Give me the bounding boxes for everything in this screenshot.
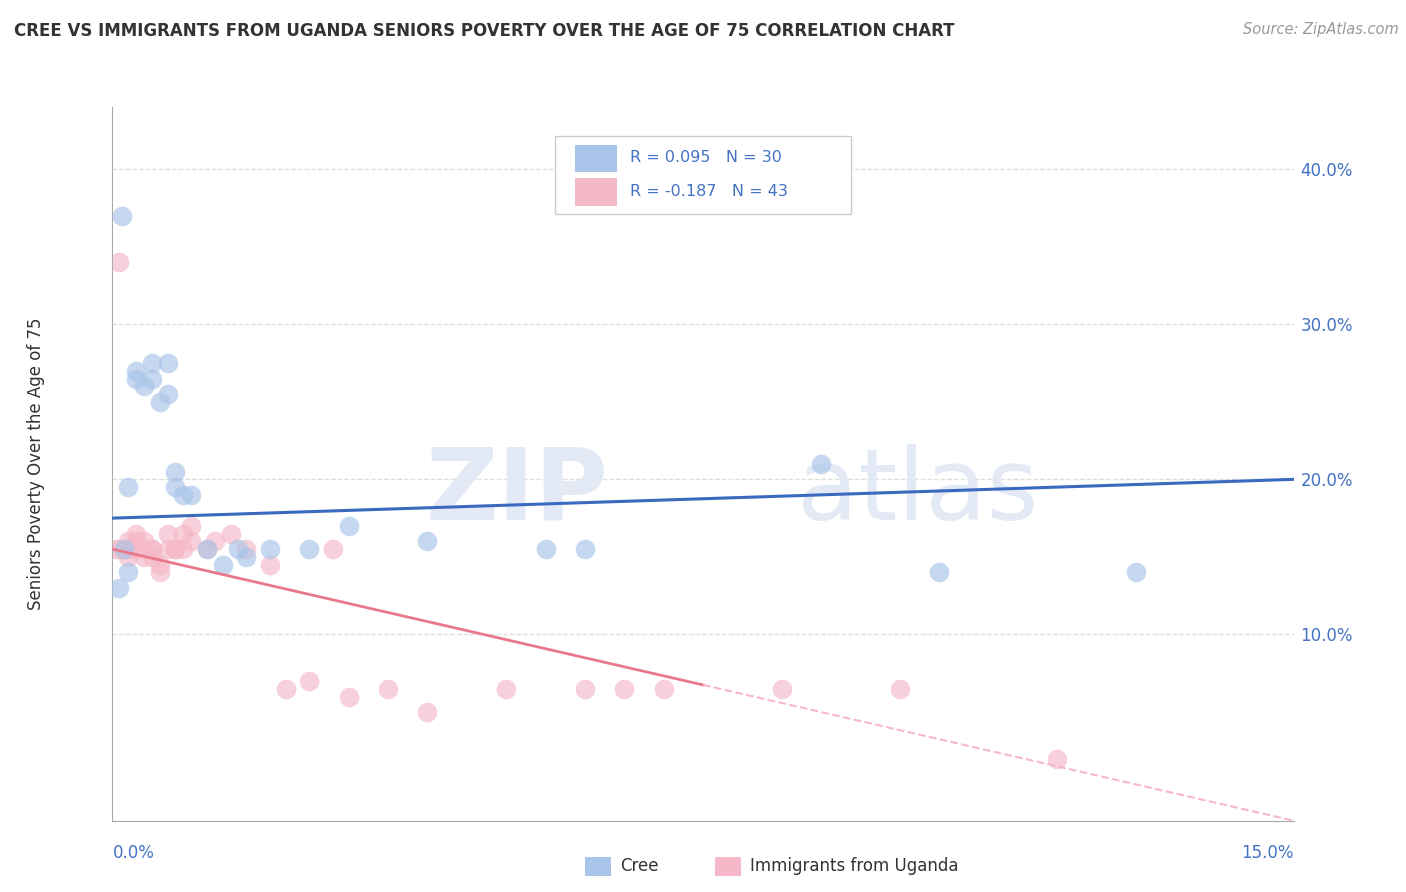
Bar [714, 857, 741, 876]
Point [107, 581, 129, 595]
Text: ZIP: ZIP [426, 444, 609, 541]
Point [125, 526, 148, 541]
Point [180, 519, 202, 533]
Point [337, 519, 360, 533]
Point [195, 542, 218, 557]
Point [298, 673, 321, 688]
Point [112, 542, 135, 557]
Point [337, 690, 360, 704]
Point [172, 542, 194, 557]
Text: R = 0.095   N = 30: R = 0.095 N = 30 [630, 150, 782, 165]
Point [165, 480, 187, 494]
Point [495, 681, 517, 696]
Point [125, 542, 148, 557]
Point [165, 465, 187, 479]
Point [574, 542, 596, 557]
Point [259, 542, 281, 557]
Point [149, 558, 172, 572]
Point [165, 542, 187, 557]
Text: Seniors Poverty Over the Age of 75: Seniors Poverty Over the Age of 75 [27, 318, 45, 610]
Text: 15.0%: 15.0% [1241, 844, 1294, 862]
Point [132, 549, 155, 564]
Bar [575, 145, 617, 172]
Point [377, 681, 399, 696]
Point [235, 542, 257, 557]
Bar [575, 178, 617, 205]
Point [416, 705, 439, 719]
Point [1125, 566, 1147, 580]
Point [156, 542, 179, 557]
Point [112, 542, 135, 557]
Point [141, 549, 163, 564]
Point [125, 364, 148, 378]
Point [165, 542, 187, 557]
Point [172, 526, 194, 541]
Point [125, 534, 148, 549]
Point [204, 534, 226, 549]
Point [574, 681, 596, 696]
Point [211, 558, 233, 572]
Text: atlas: atlas [797, 444, 1039, 541]
Point [132, 534, 155, 549]
Point [105, 542, 128, 557]
Point [928, 566, 950, 580]
Point [111, 209, 134, 223]
Point [110, 542, 132, 557]
Point [180, 534, 202, 549]
Point [156, 387, 179, 401]
Point [613, 681, 636, 696]
Text: R = -0.187   N = 43: R = -0.187 N = 43 [630, 184, 787, 199]
Text: Cree: Cree [620, 857, 659, 875]
Text: Immigrants from Uganda: Immigrants from Uganda [751, 857, 959, 875]
Point [889, 681, 911, 696]
Point [141, 371, 163, 385]
Point [149, 394, 172, 409]
Point [141, 542, 163, 557]
Point [117, 480, 139, 494]
Point [1046, 751, 1069, 765]
Point [117, 542, 139, 557]
Point [117, 566, 139, 580]
Point [259, 558, 281, 572]
Point [117, 549, 139, 564]
Point [298, 542, 321, 557]
Point [141, 356, 163, 370]
Point [156, 356, 179, 370]
Point [534, 542, 557, 557]
Point [235, 549, 257, 564]
Point [810, 457, 832, 471]
Point [156, 526, 179, 541]
Point [770, 681, 793, 696]
Point [219, 526, 242, 541]
Point [274, 681, 297, 696]
Bar [585, 857, 610, 876]
Point [416, 534, 439, 549]
FancyBboxPatch shape [555, 136, 851, 214]
Text: Source: ZipAtlas.com: Source: ZipAtlas.com [1243, 22, 1399, 37]
Point [322, 542, 344, 557]
Point [149, 566, 172, 580]
Point [172, 488, 194, 502]
Point [195, 542, 218, 557]
Point [652, 681, 675, 696]
Point [125, 371, 148, 385]
Point [180, 488, 202, 502]
Point [228, 542, 250, 557]
Point [132, 379, 155, 393]
Text: CREE VS IMMIGRANTS FROM UGANDA SENIORS POVERTY OVER THE AGE OF 75 CORRELATION CH: CREE VS IMMIGRANTS FROM UGANDA SENIORS P… [14, 22, 955, 40]
Point [117, 534, 139, 549]
Point [141, 542, 163, 557]
Text: 0.0%: 0.0% [112, 844, 155, 862]
Point [107, 255, 129, 269]
